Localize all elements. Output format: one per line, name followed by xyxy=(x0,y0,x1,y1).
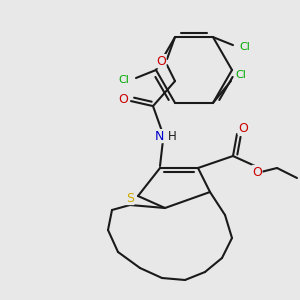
Text: Cl: Cl xyxy=(118,75,129,85)
Text: S: S xyxy=(126,191,134,205)
Text: O: O xyxy=(118,93,128,106)
Text: Cl: Cl xyxy=(236,70,246,80)
Text: Cl: Cl xyxy=(240,42,250,52)
Text: N: N xyxy=(154,130,164,142)
Text: O: O xyxy=(252,166,262,178)
Text: H: H xyxy=(168,130,176,142)
Text: O: O xyxy=(156,55,166,68)
Text: O: O xyxy=(238,122,248,134)
